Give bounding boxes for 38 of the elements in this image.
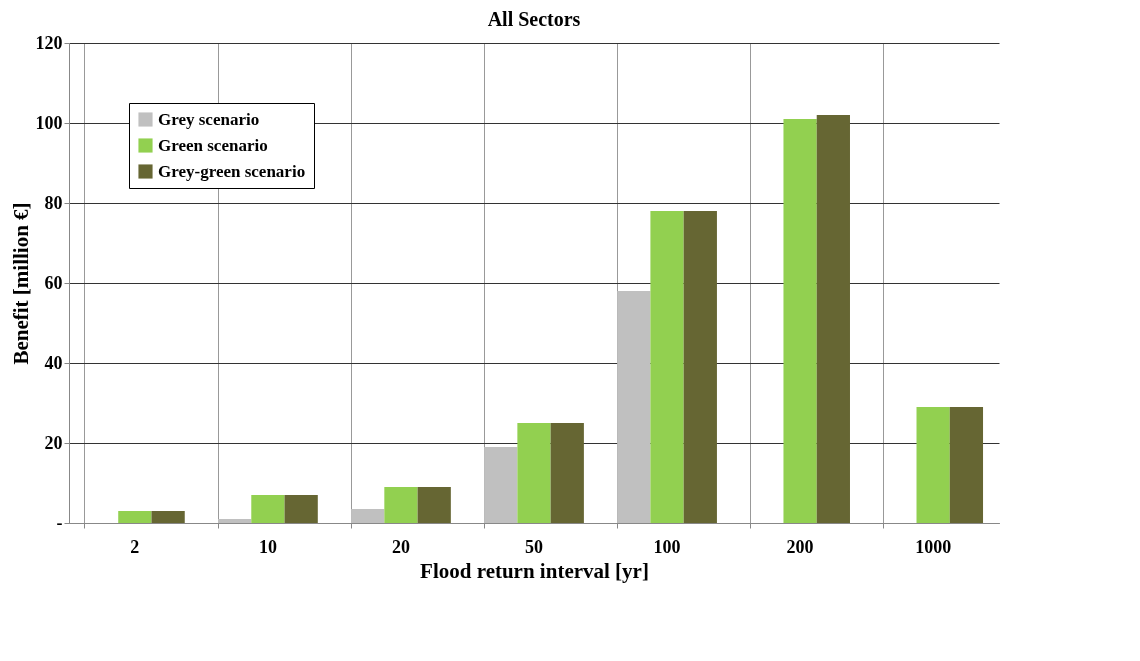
bar bbox=[284, 495, 318, 523]
x-tick-label: 1000 bbox=[915, 536, 952, 557]
x-tick-label: 10 bbox=[258, 536, 277, 557]
bar bbox=[151, 511, 185, 523]
legend-label: Green scenario bbox=[158, 135, 268, 155]
y-axis-title: Benefit [million €] bbox=[8, 202, 33, 365]
bar bbox=[384, 487, 418, 523]
legend-label: Grey-green scenario bbox=[158, 161, 306, 181]
bar bbox=[550, 423, 584, 523]
bar bbox=[949, 407, 984, 523]
y-tick-label: 20 bbox=[44, 432, 63, 453]
x-tick-label: 100 bbox=[653, 536, 681, 557]
y-tick-label: 100 bbox=[35, 112, 63, 133]
y-tick-label: 80 bbox=[44, 192, 63, 213]
legend-label: Grey scenario bbox=[158, 109, 260, 129]
y-tick-label: 120 bbox=[35, 32, 63, 53]
bar bbox=[916, 407, 950, 523]
x-tick-label: 200 bbox=[786, 536, 814, 557]
x-tick-label: 50 bbox=[525, 536, 543, 557]
bar bbox=[251, 495, 285, 523]
bar bbox=[683, 211, 717, 523]
bar bbox=[118, 511, 152, 523]
x-tick-label: 2 bbox=[130, 536, 140, 557]
bar bbox=[351, 509, 385, 523]
bar bbox=[650, 211, 684, 523]
bar bbox=[484, 447, 518, 523]
chart-title: All Sectors bbox=[487, 8, 581, 30]
bar bbox=[517, 423, 551, 523]
bar bbox=[783, 119, 817, 523]
x-tick-label: 20 bbox=[391, 536, 410, 557]
y-tick-label: 60 bbox=[44, 272, 63, 293]
bar bbox=[417, 487, 451, 523]
x-axis-title: Flood return interval [yr] bbox=[420, 558, 649, 583]
bar bbox=[617, 291, 651, 523]
bar bbox=[816, 115, 850, 523]
y-tick-label: - bbox=[56, 512, 63, 533]
bar bbox=[218, 519, 252, 523]
y-tick-label: 40 bbox=[44, 352, 63, 373]
